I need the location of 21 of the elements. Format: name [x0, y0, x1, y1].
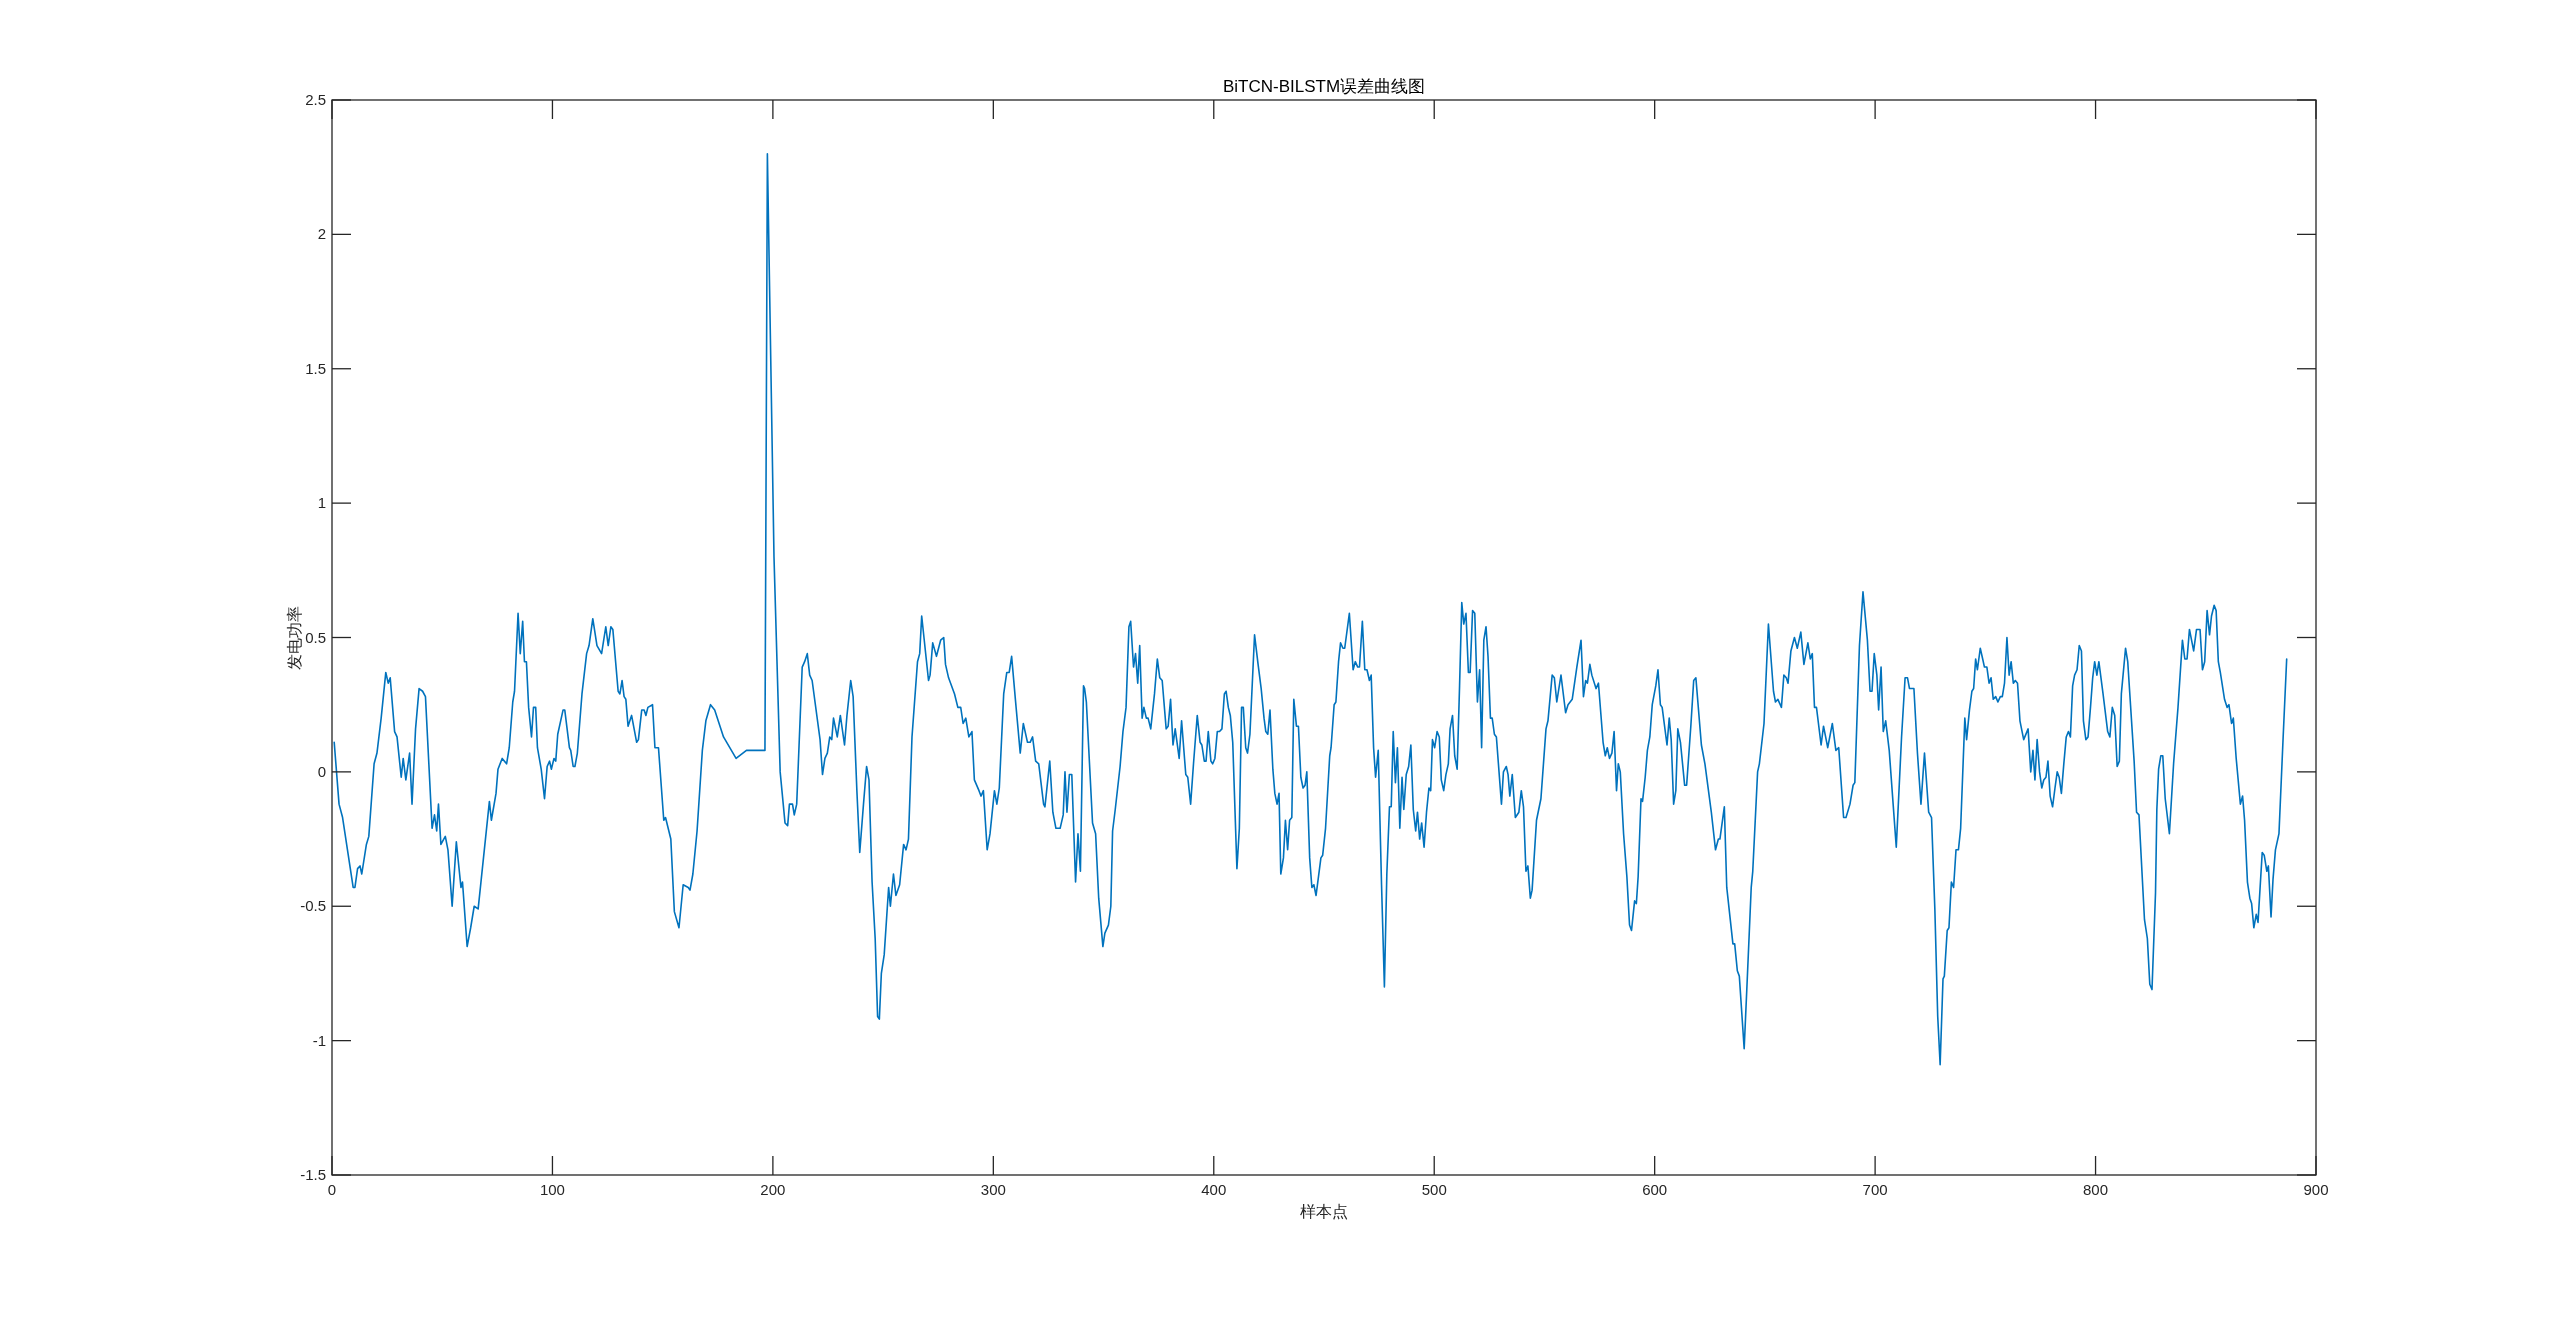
y-tick-label: 1 — [317, 494, 326, 512]
x-tick-label: 800 — [2083, 1181, 2109, 1198]
x-tick-label: 400 — [1201, 1181, 1227, 1198]
y-tick-label: 0 — [317, 762, 326, 780]
x-tick-label: 300 — [980, 1181, 1006, 1198]
x-axis-title: 样本点 — [1300, 1203, 1348, 1220]
y-axis-title: 发电功率 — [286, 605, 303, 670]
y-tick-label: 2.5 — [305, 91, 326, 108]
y-tick-label: 0.5 — [305, 628, 326, 646]
x-tick-label: 100 — [539, 1181, 565, 1198]
x-tick-label: 700 — [1862, 1181, 1888, 1198]
y-tick-label: -1 — [312, 1031, 326, 1049]
x-tick-label: 900 — [2303, 1181, 2329, 1198]
x-tick-label: 200 — [760, 1181, 786, 1198]
y-tick-label: -1.5 — [300, 1166, 326, 1183]
y-tick-label: -0.5 — [300, 897, 326, 915]
x-tick-label: 600 — [1642, 1181, 1668, 1198]
y-tick-label: 2 — [317, 225, 326, 243]
y-tick-label: 1.5 — [305, 359, 326, 377]
chart-title: BiTCN-BILSTM误差曲线图 — [1222, 77, 1426, 96]
x-tick-label: 500 — [1421, 1181, 1447, 1198]
